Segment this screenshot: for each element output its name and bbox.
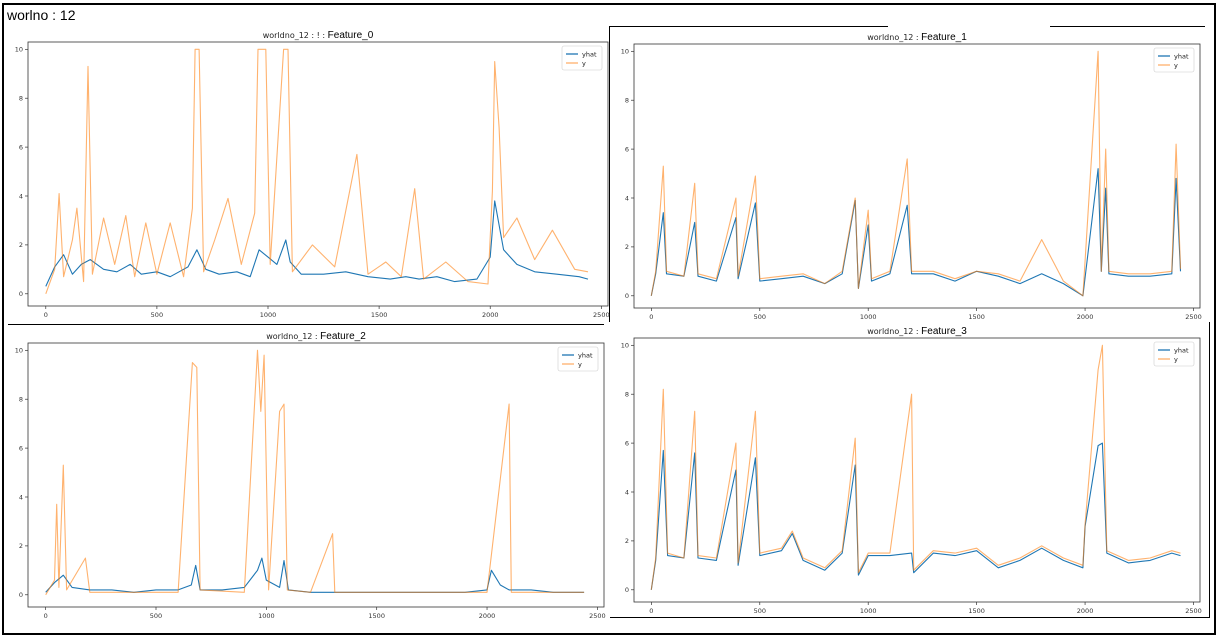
legend-label-y: y: [578, 360, 582, 368]
chart-panel-feature-3: worldno_12 : Feature_3 0 500 1000 1500 2000 25…: [621, 326, 1202, 615]
y-tick-label: 10: [15, 347, 23, 355]
y-tick-label: 10: [15, 46, 23, 54]
y-tick-label: 4: [19, 493, 23, 501]
y-tick-label: 0: [625, 586, 629, 594]
series-line-yhat: [650, 442, 1181, 590]
chart-panel-feature-1: worldno_12 : Feature_1 0 500 1000 1500 2000 25…: [621, 32, 1202, 321]
x-tick-label: 1000: [860, 313, 877, 321]
legend-label-yhat: yhat: [578, 351, 593, 359]
cell-divider: [610, 26, 888, 27]
y-tick-label: 8: [625, 391, 629, 399]
x-tick-label: 0: [649, 607, 653, 615]
legend-label-y: y: [1174, 61, 1178, 69]
y-tick-label: 6: [19, 143, 23, 151]
y-tick-label: 10: [621, 342, 629, 350]
legend-box: [1153, 341, 1195, 367]
x-tick-label: 1500: [968, 607, 985, 615]
y-tick-label: 0: [19, 290, 23, 298]
y-tick-label: 2: [19, 542, 23, 550]
cell-divider: [609, 26, 610, 322]
x-tick-label: 2000: [1077, 313, 1094, 321]
cell-divider: [8, 324, 604, 325]
x-tick-label: 500: [151, 311, 163, 319]
x-tick-label: 2500: [1185, 313, 1202, 321]
x-tick-label: 1500: [371, 311, 388, 319]
chart-title-feature: Feature_1: [921, 32, 967, 43]
x-tick-label: 0: [649, 313, 653, 321]
series-line-y: [45, 48, 589, 294]
x-tick-label: 1000: [258, 612, 275, 620]
chart-title-prefix: worldno_12 :: [867, 33, 921, 42]
x-tick-label: 1000: [260, 311, 277, 319]
x-tick-label: 500: [150, 612, 162, 620]
chart-panel-feature-2: worldno_12 : Feature_2 0 500 1000 1500 2000 25…: [15, 331, 606, 620]
chart-title: worldno_12 : ! : Feature_0: [263, 30, 374, 41]
y-tick-label: 8: [625, 97, 629, 105]
y-tick-label: 4: [625, 488, 629, 496]
y-tick-label: 2: [625, 537, 629, 545]
y-tick-label: 4: [19, 192, 23, 200]
y-tick-label: 0: [19, 591, 23, 599]
series-line-yhat: [650, 168, 1182, 297]
legend-label-y: y: [1174, 355, 1178, 363]
x-tick-label: 2000: [479, 612, 496, 620]
x-tick-label: 2000: [482, 311, 499, 319]
chart-title-prefix: worldno_12 : ! :: [263, 31, 328, 40]
x-tick-label: 2500: [1185, 607, 1202, 615]
y-tick-label: 4: [625, 194, 629, 202]
x-tick-label: 2500: [593, 311, 610, 319]
legend-label-yhat: yhat: [1174, 52, 1189, 60]
outer-frame: [2, 3, 1216, 635]
chart-title-feature: Feature_3: [921, 326, 967, 337]
plot-area: [633, 43, 1201, 309]
chart-title: worldno_12 : Feature_1: [867, 32, 967, 43]
plot-area: [27, 342, 605, 608]
chart-panel-feature-0: worldno_12 : ! : Feature_00 500 1000 1500 20…: [15, 30, 610, 319]
x-tick-label: 2500: [589, 612, 606, 620]
x-tick-label: 1000: [860, 607, 877, 615]
x-tick-label: 2000: [1077, 607, 1094, 615]
y-tick-label: 8: [19, 396, 23, 404]
series-line-y: [650, 50, 1182, 297]
y-tick-label: 0: [625, 292, 629, 300]
y-tick-label: 8: [19, 95, 23, 103]
y-tick-label: 6: [625, 145, 629, 153]
series-line-y: [45, 349, 585, 596]
cell-divider: [610, 617, 1210, 618]
y-tick-label: 6: [19, 444, 23, 452]
cell-divider: [1050, 26, 1205, 27]
x-tick-label: 500: [754, 607, 766, 615]
page-title: worlno : 12: [7, 7, 76, 23]
x-tick-label: 1500: [968, 313, 985, 321]
chart-title-prefix: worldno_12 :: [266, 332, 320, 341]
x-tick-label: 1500: [368, 612, 385, 620]
plot-area: [633, 337, 1201, 603]
plot-area: [27, 41, 609, 307]
cell-divider: [1209, 322, 1210, 617]
series-line-yhat: [45, 557, 585, 593]
legend-label-yhat: yhat: [582, 50, 597, 58]
legend-box: [1153, 47, 1195, 73]
y-tick-label: 6: [625, 439, 629, 447]
y-tick-label: 2: [19, 241, 23, 249]
chart-title: worldno_12 : Feature_2: [266, 331, 366, 342]
legend-label-y: y: [582, 59, 586, 67]
x-tick-label: 0: [44, 612, 48, 620]
series-line-yhat: [45, 200, 589, 287]
chart-title-feature: Feature_0: [328, 30, 374, 41]
x-tick-label: 500: [754, 313, 766, 321]
chart-title: worldno_12 : Feature_3: [867, 326, 967, 337]
series-line-y: [650, 344, 1181, 590]
legend-label-yhat: yhat: [1174, 346, 1189, 354]
y-tick-label: 2: [625, 243, 629, 251]
chart-title-prefix: worldno_12 :: [867, 327, 921, 336]
x-tick-label: 0: [44, 311, 48, 319]
chart-title-feature: Feature_2: [320, 331, 366, 342]
legend-box: [561, 45, 603, 71]
y-tick-label: 10: [621, 48, 629, 56]
legend-box: [557, 346, 599, 372]
